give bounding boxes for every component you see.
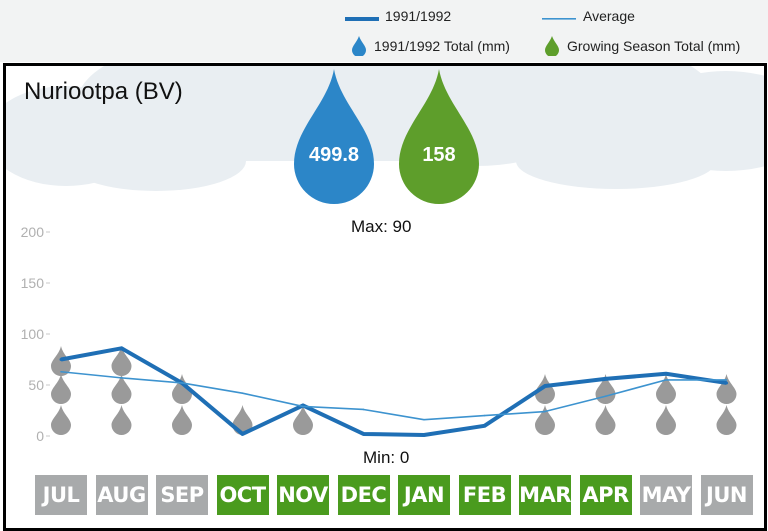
legend-average-line-label: Average (583, 8, 635, 24)
month-label-aug: AUG (95, 475, 148, 515)
rain-drop-icon (716, 405, 737, 435)
y-tick-label: 100 (21, 326, 45, 342)
growing-total-drop-icon (399, 69, 479, 204)
year-point (483, 424, 486, 428)
year-point (604, 377, 607, 381)
month-label-jan: JAN (398, 475, 450, 515)
rain-drop-icon (51, 405, 71, 435)
month-label-apr: APR (579, 475, 632, 515)
legend: 1991/1992 Average 1991/1992 Total (mm) G… (0, 0, 768, 62)
rain-drop-icon (595, 405, 616, 435)
average-point (302, 405, 304, 408)
y-tick-label: 50 (28, 377, 44, 393)
legend-year-line-label: 1991/1992 (385, 8, 452, 24)
average-point (665, 379, 667, 381)
rain-drop-icon (716, 374, 737, 404)
min-label: Min: 0 (363, 448, 410, 467)
month-label-oct: OCT (216, 475, 269, 515)
cloud-graphic (6, 66, 764, 191)
rain-drop-icon (111, 346, 132, 376)
year-point (59, 358, 63, 361)
legend-average-line-icon (542, 18, 576, 20)
month-label-dec: DEC (337, 475, 390, 515)
average-point (181, 382, 183, 384)
legend-growing-total-label: Growing Season Total (mm) (567, 38, 741, 54)
year-point (543, 384, 547, 388)
average-point (423, 418, 425, 421)
chart-panel: Nuriootpa (BV) 499.8 158 Max: 90 Min: 0 … (3, 63, 767, 531)
year-point (422, 433, 426, 437)
legend-year-total-drop-icon (352, 36, 366, 56)
year-total-drop-icon (294, 69, 374, 204)
year-point (725, 381, 728, 385)
y-tick-label: 150 (21, 275, 45, 291)
rain-drop-icon (656, 405, 676, 435)
average-series-line (60, 370, 727, 421)
average-point (604, 395, 607, 398)
year-point (241, 432, 244, 436)
y-tick-label: 200 (21, 224, 45, 240)
rain-drop-icon (595, 374, 616, 404)
year-point (664, 372, 668, 376)
max-label: Max: 90 (351, 217, 412, 236)
average-point (362, 408, 365, 411)
rain-drop-icon (51, 374, 71, 404)
month-label-jun: JUN (700, 475, 753, 515)
rain-drop-icon (535, 405, 555, 435)
month-label-nov: NOV (277, 475, 329, 515)
growing-total-value: 158 (422, 144, 456, 166)
average-point (120, 377, 123, 379)
year-series-line (60, 346, 727, 437)
average-point (241, 392, 244, 394)
average-point (483, 414, 486, 417)
average-point (725, 379, 728, 381)
rainfall-chart: 0 50 100 150 200 (21, 224, 737, 444)
average-point (60, 370, 62, 373)
month-label-mar: MAR (519, 475, 571, 515)
rain-drop-icon (111, 374, 132, 404)
rain-drop-icon (172, 405, 192, 435)
legend-year-line-icon (345, 17, 379, 21)
station-name: Nuriootpa (BV) (24, 78, 183, 105)
year-point (362, 432, 365, 436)
month-label-may: MAY (640, 475, 692, 515)
rain-drop-icon (535, 374, 555, 404)
rain-drop-icon (656, 374, 676, 404)
year-total-value: 499.8 (308, 144, 360, 166)
average-point (544, 410, 546, 413)
rain-drop-icon (111, 405, 132, 435)
month-label-feb: FEB (458, 475, 511, 515)
year-point (120, 346, 123, 350)
month-label-jul: JUL (35, 475, 87, 515)
legend-growing-total-drop-icon (545, 36, 559, 56)
legend-year-total-label: 1991/1992 Total (mm) (374, 38, 510, 54)
rain-drop-icon (293, 405, 313, 435)
rain-drop-icon (172, 374, 192, 404)
month-label-sep: SEP (156, 475, 208, 515)
y-tick-label: 0 (36, 428, 44, 444)
